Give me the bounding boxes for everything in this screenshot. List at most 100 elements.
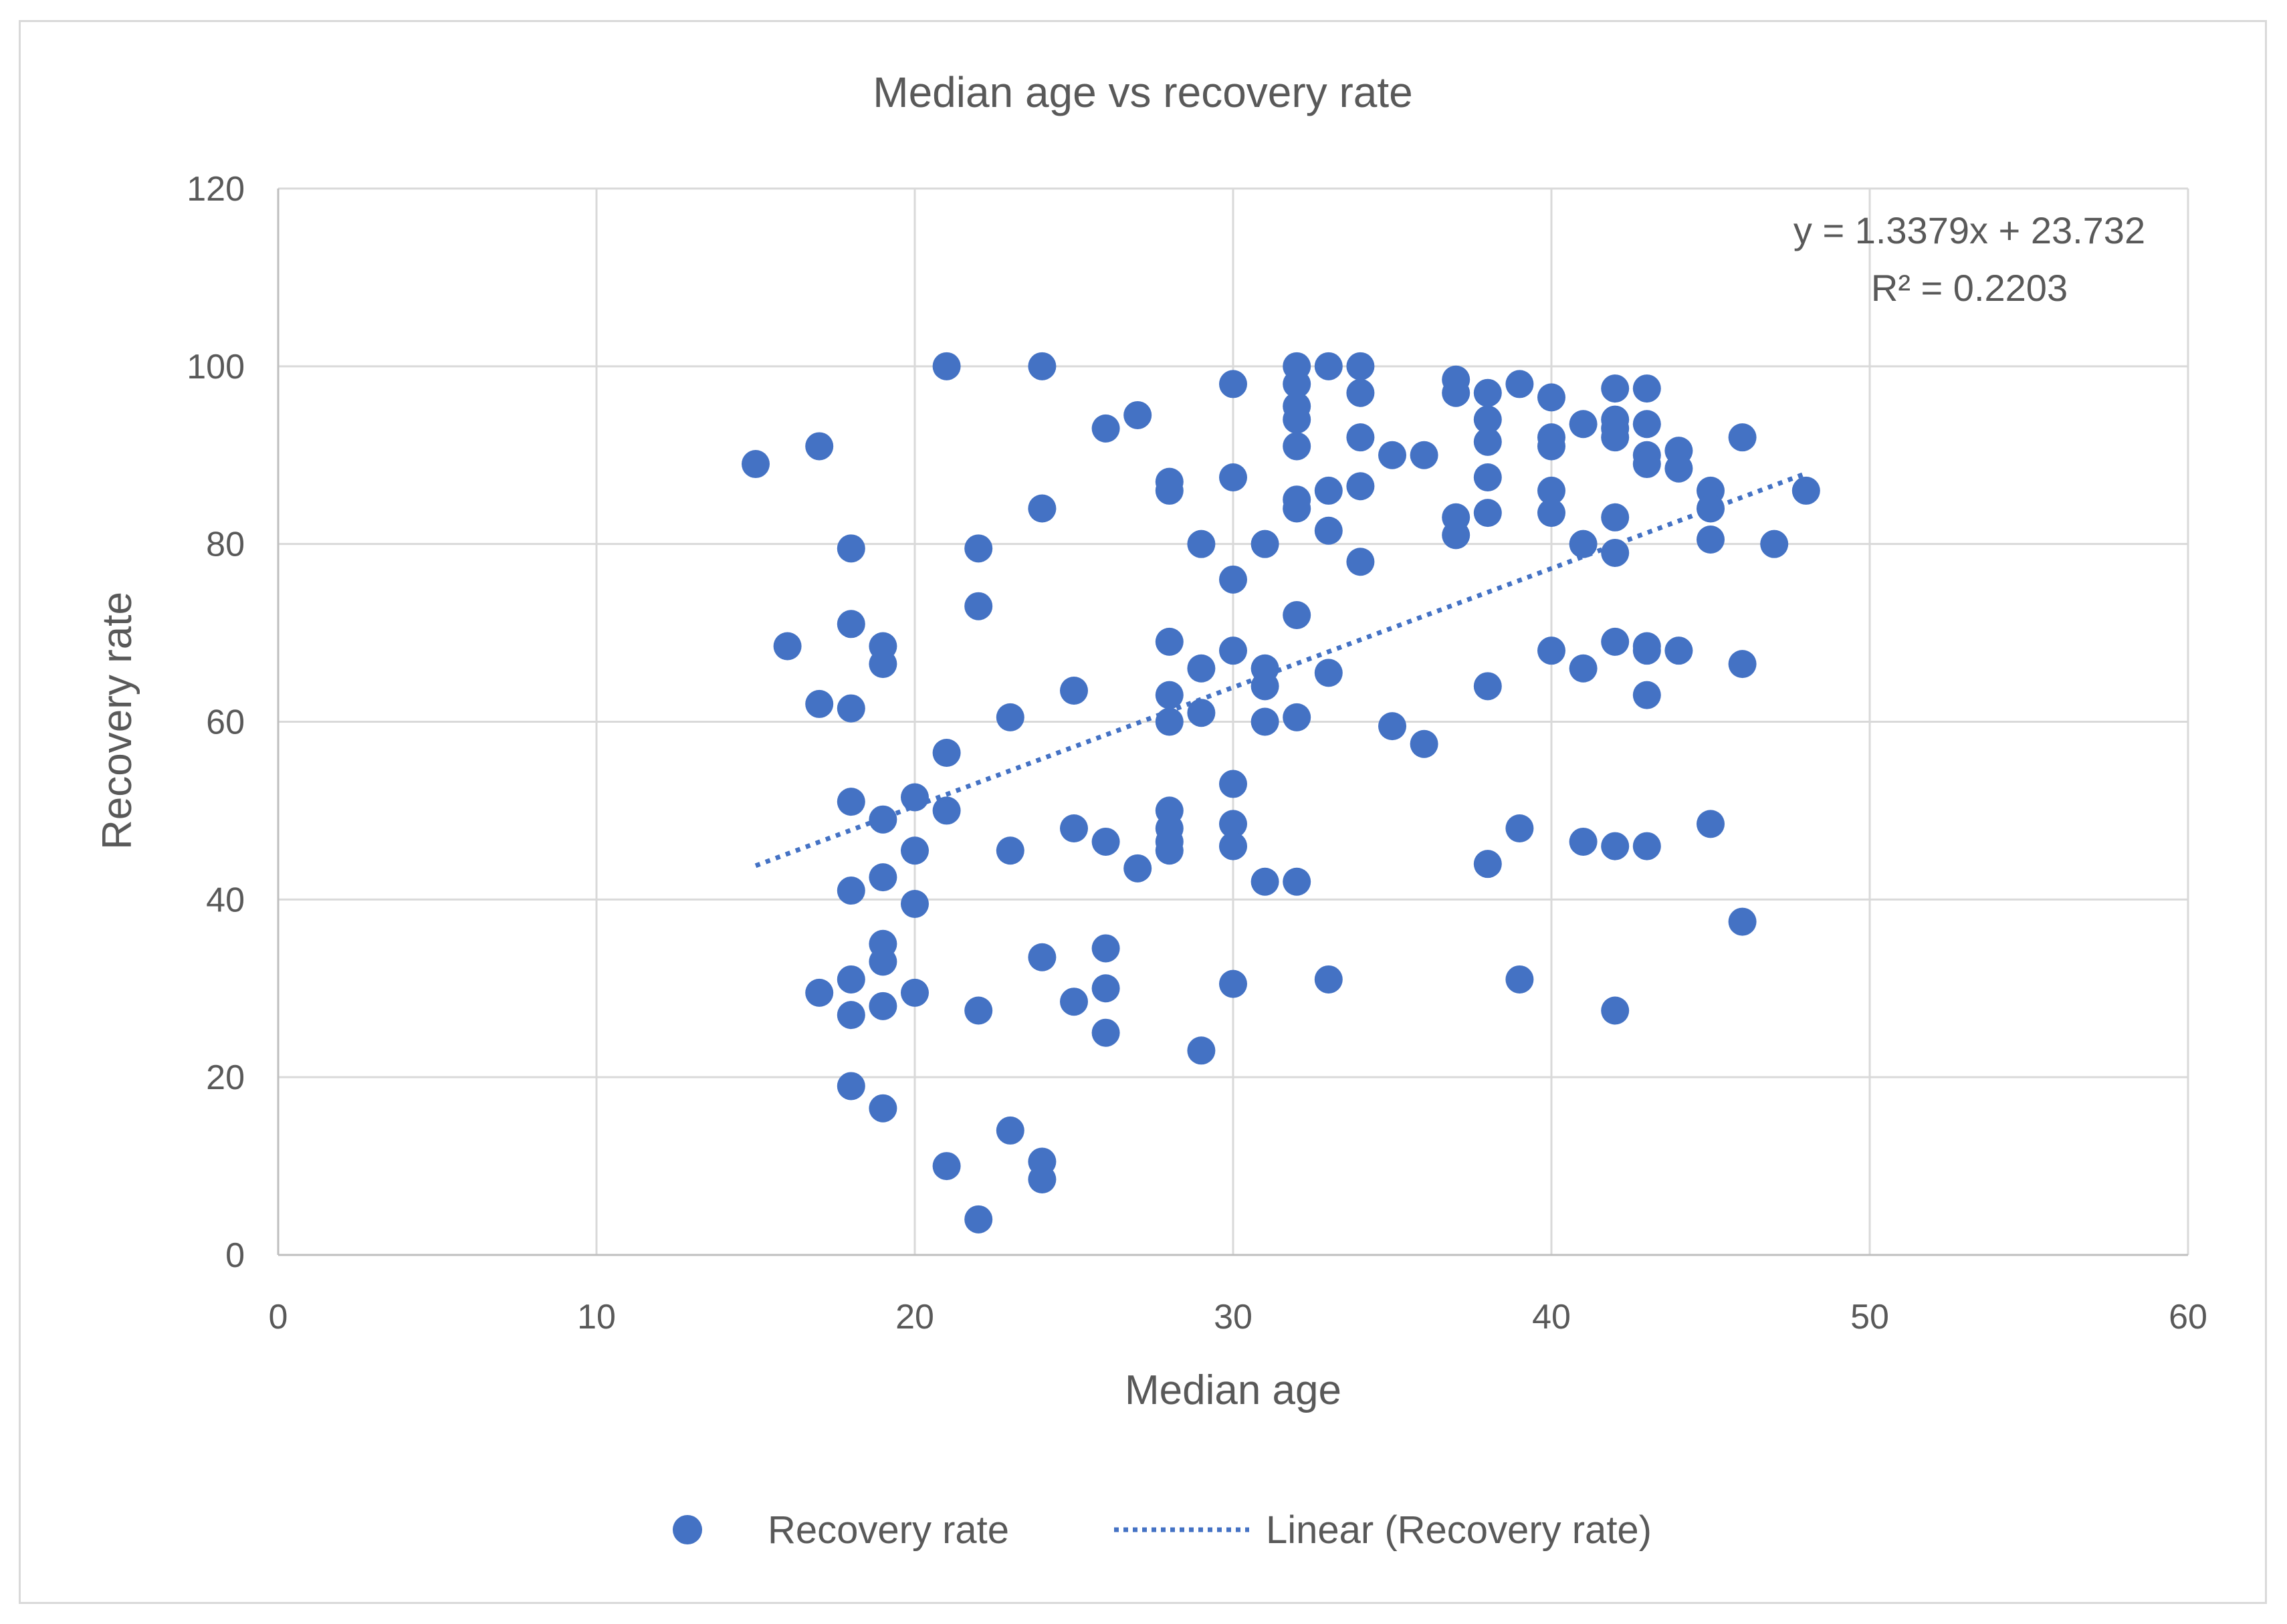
data-point — [1473, 463, 1502, 491]
data-point — [1091, 827, 1120, 856]
data-point — [1346, 423, 1375, 452]
data-point — [901, 836, 929, 865]
data-point — [1283, 405, 1311, 434]
data-point — [1505, 814, 1534, 842]
data-point — [1632, 681, 1661, 709]
data-point — [1601, 374, 1630, 403]
data-point — [1632, 832, 1661, 860]
data-point — [773, 632, 802, 661]
data-point — [1473, 378, 1502, 407]
data-point — [742, 450, 770, 479]
data-point — [1569, 654, 1598, 683]
data-point — [901, 978, 929, 1007]
data-point — [1601, 832, 1630, 860]
data-point — [1601, 503, 1630, 532]
data-point — [1697, 494, 1725, 523]
data-point — [1537, 383, 1565, 412]
data-point — [1473, 672, 1502, 701]
data-point — [996, 836, 1024, 865]
data-point — [1473, 405, 1502, 434]
data-point — [837, 788, 865, 816]
data-point — [1250, 707, 1279, 736]
data-point — [1155, 707, 1184, 736]
data-point — [1219, 969, 1247, 998]
chart-title: Median age vs recovery rate — [873, 68, 1413, 116]
data-point — [1569, 410, 1598, 439]
data-point — [805, 689, 834, 718]
data-point — [1250, 672, 1279, 701]
data-point — [1219, 770, 1247, 798]
data-point — [1760, 530, 1789, 558]
data-point — [1091, 974, 1120, 1003]
data-point — [1091, 414, 1120, 443]
data-point — [1028, 494, 1057, 523]
data-point — [1187, 699, 1216, 727]
x-tick-label: 30 — [1214, 1298, 1253, 1337]
data-points-layer — [742, 352, 1820, 1234]
data-point — [901, 783, 929, 812]
data-point — [837, 1072, 865, 1100]
data-point — [1283, 867, 1311, 896]
data-point — [837, 1001, 865, 1030]
data-point — [1473, 850, 1502, 879]
data-point — [1283, 494, 1311, 523]
data-point — [1091, 934, 1120, 963]
tick-label-layer: 0 20 40 60 80 100 120 0 10 20 30 40 50 60 — [187, 170, 2207, 1337]
data-point — [1601, 627, 1630, 656]
data-point — [1601, 538, 1630, 567]
data-point — [1283, 370, 1311, 398]
data-point — [869, 650, 897, 679]
y-tick-label: 120 — [187, 170, 245, 209]
data-point — [1346, 472, 1375, 501]
data-point — [1155, 476, 1184, 505]
data-point — [1632, 374, 1661, 403]
y-axis-title: Recovery rate — [94, 592, 140, 850]
data-point — [1410, 441, 1438, 469]
data-point — [1601, 423, 1630, 452]
data-point — [1219, 463, 1247, 491]
data-point — [1697, 810, 1725, 838]
data-point — [1219, 370, 1247, 398]
x-tick-label: 50 — [1850, 1298, 1889, 1337]
x-tick-label: 60 — [2169, 1298, 2207, 1337]
data-point — [1219, 636, 1247, 665]
data-point — [1601, 996, 1630, 1025]
x-tick-label: 20 — [895, 1298, 934, 1337]
data-point — [1632, 410, 1661, 439]
data-point — [1632, 636, 1661, 665]
data-point — [1505, 370, 1534, 398]
data-point — [1028, 352, 1057, 380]
data-point — [1123, 854, 1152, 883]
data-point — [869, 947, 897, 976]
data-point — [996, 703, 1024, 731]
data-point — [1569, 530, 1598, 558]
data-point — [1219, 810, 1247, 838]
data-point — [1123, 400, 1152, 429]
axis-layer — [277, 189, 2188, 1256]
data-point — [869, 992, 897, 1020]
data-point — [837, 534, 865, 563]
data-point — [1060, 988, 1088, 1016]
data-point — [1028, 1165, 1057, 1194]
data-point — [1314, 476, 1343, 505]
data-point — [1346, 352, 1375, 380]
x-tick-label: 10 — [577, 1298, 616, 1337]
data-point — [1697, 526, 1725, 554]
data-point — [1155, 627, 1184, 656]
data-point — [1314, 965, 1343, 994]
data-point — [1569, 827, 1598, 856]
trendline-equation: y = 1.3379x + 23.732 — [1793, 209, 2145, 251]
legend-label-recovery-rate: Recovery rate — [768, 1508, 1009, 1552]
y-tick-label: 20 — [206, 1058, 245, 1097]
data-point — [1219, 832, 1247, 860]
data-point — [837, 610, 865, 639]
data-point — [1664, 636, 1693, 665]
data-point — [1219, 565, 1247, 594]
data-point — [964, 1205, 993, 1234]
data-point — [1346, 548, 1375, 576]
data-point — [901, 889, 929, 918]
data-point — [1537, 636, 1565, 665]
data-point — [964, 996, 993, 1025]
data-point — [1060, 676, 1088, 705]
data-point — [932, 1152, 961, 1181]
